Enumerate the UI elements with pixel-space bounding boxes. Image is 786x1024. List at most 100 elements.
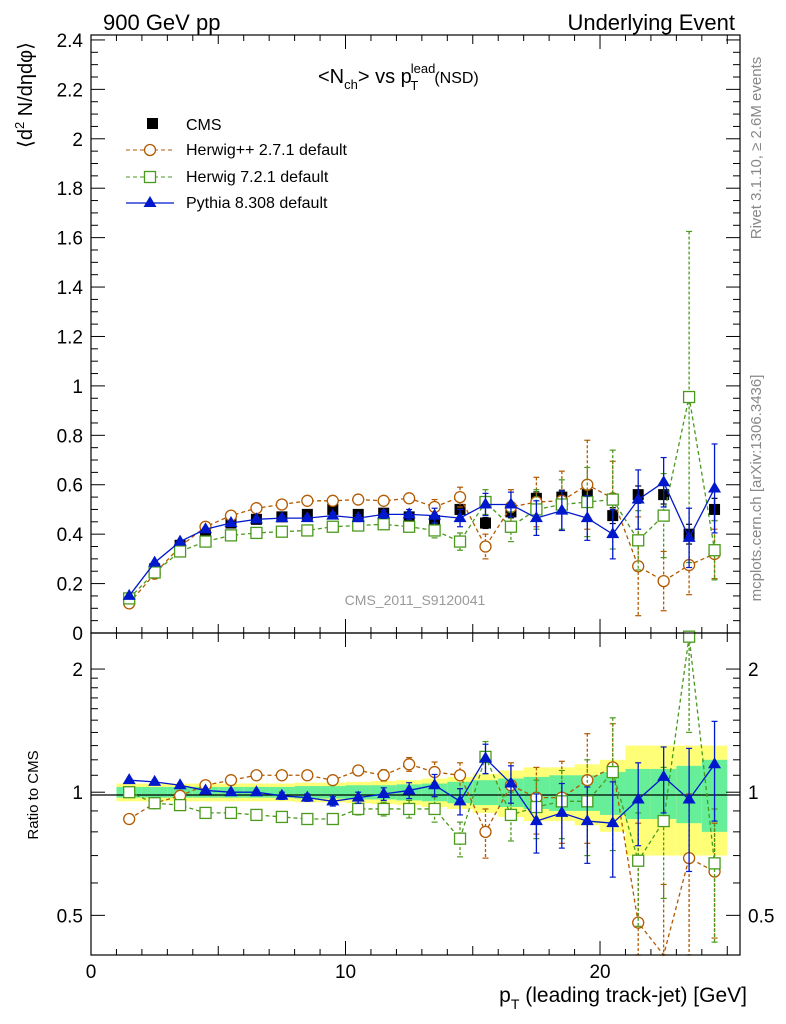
- ratio-point: [479, 825, 492, 839]
- main-point: [326, 494, 339, 507]
- main-ytick-label: 1.6: [57, 229, 83, 250]
- main-point: [402, 520, 416, 533]
- main-ytick-label: 0.4: [57, 525, 84, 546]
- main-point: [428, 508, 442, 520]
- ratio-point: [504, 808, 518, 822]
- ratio-data-layer: [122, 630, 722, 957]
- main-series-herwig-7-2-1-default: [123, 230, 721, 605]
- main-point: [300, 511, 314, 523]
- ratio-point: [682, 630, 696, 643]
- main-point: [199, 535, 212, 548]
- main-ylabel: ⟨d2 N/dηdφ⟩: [12, 42, 37, 148]
- main-line-herwig-2-7-1-default: [128, 483, 715, 604]
- main-point: [275, 511, 289, 523]
- xtick-label: 10: [335, 962, 356, 983]
- main-point: [657, 475, 671, 487]
- ratio-frame: [90, 632, 741, 956]
- main-point: [199, 522, 213, 534]
- ratio-point: [453, 832, 467, 845]
- main-point: [351, 511, 365, 523]
- xtick-label: 0: [86, 962, 97, 983]
- ratio-point: [402, 802, 416, 816]
- main-point: [453, 511, 467, 523]
- ratio-axis-ticks: 0.5 0.51 12 20 10 20: [57, 633, 774, 983]
- main-ytick-label: 0: [72, 624, 83, 645]
- main-point: [428, 524, 441, 537]
- ratio-ytick-label-right: 0.5: [748, 906, 774, 927]
- main-title: <Nch> vs plead T (NSD): [318, 61, 479, 93]
- main-ytick-label: 1.2: [57, 327, 83, 348]
- ratio-point: [657, 814, 670, 828]
- legend: CMS Herwig++ 2.7.1 default Herwig 7.2.1 …: [126, 117, 348, 212]
- ratio-point: [453, 769, 467, 782]
- legend-marker-herwigpp: [143, 143, 157, 157]
- main-point: [250, 526, 263, 540]
- ratio-point: [606, 765, 619, 779]
- main-ytick-label: 1: [72, 377, 83, 398]
- legend-marker-herwig7: [143, 170, 157, 184]
- ratio-series-pythia-8-308-default: [122, 720, 722, 878]
- main-point: [479, 517, 491, 529]
- main-point: [606, 527, 620, 539]
- main-point: [632, 534, 645, 547]
- ratio-point: [123, 786, 136, 799]
- ratio-point: [428, 802, 441, 816]
- ratio-point: [657, 769, 671, 781]
- ratio-point: [631, 792, 645, 804]
- ratio-point: [632, 916, 645, 929]
- main-ytick-label: 0.8: [57, 426, 83, 447]
- legend-label-herwig7: Herwig 7.2.1 default: [186, 169, 329, 186]
- main-axis-ticks: 0 0.2 0.4 0.6 0.8 1 1.2 1.4 1.6 1.8 2 2.2 2.4: [57, 31, 740, 645]
- main-point: [249, 512, 263, 524]
- ratio-point: [123, 812, 136, 826]
- legend-marker-cms: [147, 118, 158, 129]
- main-point: [708, 481, 722, 493]
- header-left: 900 GeV pp: [103, 10, 220, 35]
- main-point: [122, 588, 136, 600]
- main-point: [453, 535, 467, 548]
- main-ytick-label: 2: [72, 130, 83, 151]
- main-panel: 0 0.2 0.4 0.6 0.8 1 1.2 1.4 1.6 1.8 2 2.2 2.4 <Nch> …: [12, 31, 741, 645]
- main-point: [301, 494, 314, 507]
- ratio-point: [326, 774, 339, 787]
- ratio-point: [250, 808, 263, 822]
- ratio-point: [632, 854, 645, 867]
- main-point: [377, 518, 390, 531]
- ratio-point: [224, 806, 238, 820]
- xtick-label: 20: [589, 962, 610, 983]
- main-line-herwig-7-2-1-default: [128, 396, 716, 599]
- main-series-pythia-8-308-default: [122, 443, 722, 600]
- legend-label-herwigpp: Herwig++ 2.7.1 default: [186, 142, 348, 159]
- ratio-point: [453, 794, 467, 806]
- main-point: [606, 493, 619, 506]
- main-point: [453, 490, 467, 504]
- ratio-point: [377, 786, 391, 798]
- ratio-point: [708, 857, 721, 870]
- analysis-watermark: CMS_2011_S9120041: [345, 592, 486, 608]
- ratio-point: [555, 805, 569, 817]
- ratio-ytick-label-right: 1: [748, 783, 759, 804]
- ratio-point: [224, 774, 238, 787]
- main-ytick-label: 0.2: [57, 575, 83, 596]
- ratio-point: [529, 814, 543, 826]
- main-point: [479, 540, 492, 553]
- ratio-point: [173, 798, 187, 812]
- ratio-point: [580, 814, 594, 826]
- ratio-point: [300, 790, 314, 802]
- ratio-point: [402, 783, 416, 795]
- ratio-ytick-label: 1: [72, 783, 83, 804]
- ratio-point: [708, 757, 722, 769]
- x-axis-label: pT (leading track-jet) [GeV]: [499, 984, 747, 1012]
- main-ytick-label: 1.8: [57, 179, 83, 200]
- ratio-point: [377, 769, 390, 782]
- ratio-point: [301, 769, 314, 782]
- main-point: [402, 492, 416, 505]
- main-point: [529, 511, 543, 523]
- ratio-point: [199, 783, 213, 795]
- ratio-point: [249, 785, 263, 797]
- ratio-point: [326, 812, 339, 826]
- ratio-point: [275, 769, 289, 782]
- ratio-point: [402, 758, 416, 771]
- main-point: [148, 555, 162, 567]
- ratio-point: [326, 794, 340, 806]
